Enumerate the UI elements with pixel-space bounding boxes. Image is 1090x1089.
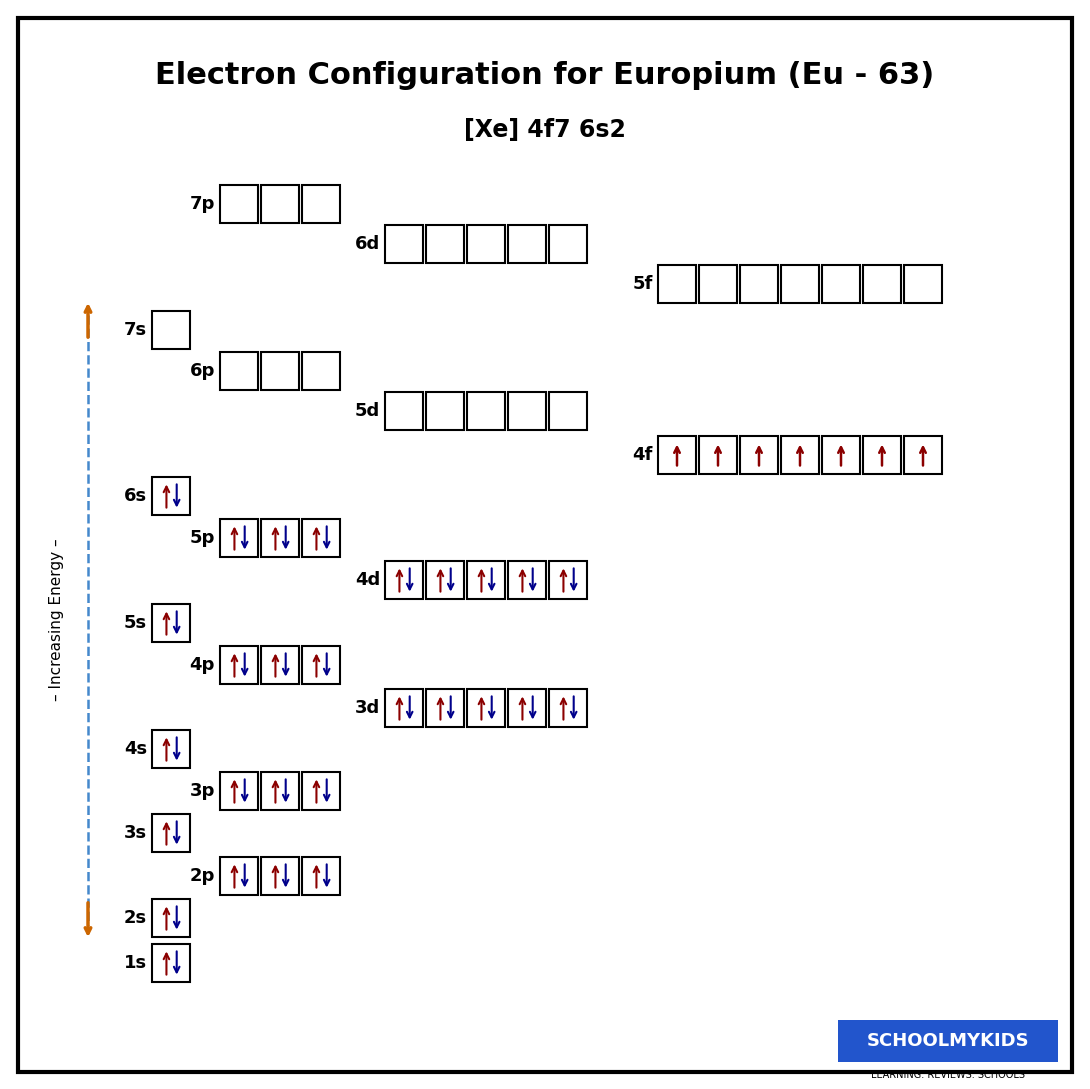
Bar bbox=[220, 352, 258, 390]
Text: SCHOOLMYKIDS: SCHOOLMYKIDS bbox=[867, 1032, 1029, 1050]
Text: 4p: 4p bbox=[190, 656, 215, 674]
Text: 7s: 7s bbox=[124, 321, 147, 339]
Text: 6s: 6s bbox=[124, 487, 147, 505]
Bar bbox=[782, 436, 819, 474]
Bar bbox=[426, 689, 464, 727]
Text: 3d: 3d bbox=[354, 699, 380, 717]
Bar bbox=[699, 265, 737, 303]
Bar bbox=[426, 225, 464, 264]
Bar bbox=[302, 352, 340, 390]
Text: 5f: 5f bbox=[632, 276, 653, 293]
Bar bbox=[152, 730, 190, 768]
Bar bbox=[549, 392, 588, 430]
Bar bbox=[385, 225, 423, 264]
Bar bbox=[740, 265, 778, 303]
Bar bbox=[863, 436, 901, 474]
Bar bbox=[426, 561, 464, 599]
Bar bbox=[904, 265, 942, 303]
Text: 3s: 3s bbox=[124, 824, 147, 842]
Text: 2s: 2s bbox=[124, 909, 147, 927]
Bar bbox=[220, 857, 258, 895]
Bar bbox=[508, 392, 546, 430]
Text: 4d: 4d bbox=[354, 571, 380, 589]
Bar bbox=[838, 1020, 1058, 1062]
Bar bbox=[152, 813, 190, 852]
Bar bbox=[658, 265, 697, 303]
Text: LEARNING. REVIEWS. SCHOOLS: LEARNING. REVIEWS. SCHOOLS bbox=[871, 1070, 1025, 1080]
Text: 5d: 5d bbox=[354, 402, 380, 420]
Bar bbox=[467, 561, 505, 599]
Text: 2p: 2p bbox=[190, 867, 215, 885]
Bar bbox=[508, 561, 546, 599]
Bar bbox=[220, 185, 258, 223]
Bar bbox=[508, 225, 546, 264]
Bar bbox=[302, 646, 340, 684]
Bar bbox=[904, 436, 942, 474]
Bar bbox=[782, 265, 819, 303]
Text: 6d: 6d bbox=[354, 235, 380, 253]
Bar bbox=[508, 689, 546, 727]
Bar bbox=[261, 519, 299, 556]
Text: 7p: 7p bbox=[190, 195, 215, 213]
Bar bbox=[302, 185, 340, 223]
Bar bbox=[467, 225, 505, 264]
Text: – Increasing Energy –: – Increasing Energy – bbox=[49, 539, 64, 701]
Bar bbox=[426, 392, 464, 430]
Bar bbox=[822, 265, 860, 303]
Text: 4f: 4f bbox=[632, 446, 653, 464]
Bar bbox=[220, 646, 258, 684]
Bar bbox=[302, 857, 340, 895]
Bar bbox=[220, 772, 258, 810]
Bar bbox=[152, 900, 190, 937]
Bar bbox=[152, 604, 190, 643]
Bar bbox=[152, 311, 190, 348]
Text: 3p: 3p bbox=[190, 782, 215, 800]
Bar bbox=[549, 561, 588, 599]
Bar bbox=[467, 689, 505, 727]
Bar bbox=[467, 392, 505, 430]
Bar bbox=[385, 689, 423, 727]
Bar bbox=[261, 772, 299, 810]
Bar bbox=[658, 436, 697, 474]
Bar bbox=[261, 646, 299, 684]
Bar bbox=[385, 561, 423, 599]
Bar bbox=[302, 519, 340, 556]
Text: 5p: 5p bbox=[190, 529, 215, 547]
Text: 6p: 6p bbox=[190, 362, 215, 380]
Bar bbox=[261, 352, 299, 390]
Text: 5s: 5s bbox=[124, 614, 147, 632]
Bar bbox=[152, 477, 190, 515]
Bar bbox=[863, 265, 901, 303]
Bar bbox=[740, 436, 778, 474]
Bar bbox=[699, 436, 737, 474]
Text: 4s: 4s bbox=[124, 741, 147, 758]
Bar bbox=[220, 519, 258, 556]
Bar bbox=[302, 772, 340, 810]
Text: 1s: 1s bbox=[124, 954, 147, 972]
Text: Electron Configuration for Europium (Eu - 63): Electron Configuration for Europium (Eu … bbox=[156, 61, 934, 89]
Bar bbox=[261, 185, 299, 223]
Text: [Xe] 4f7 6s2: [Xe] 4f7 6s2 bbox=[464, 118, 626, 142]
Bar bbox=[152, 944, 190, 982]
Bar bbox=[385, 392, 423, 430]
Bar bbox=[549, 689, 588, 727]
Bar bbox=[549, 225, 588, 264]
Bar bbox=[822, 436, 860, 474]
Bar bbox=[261, 857, 299, 895]
